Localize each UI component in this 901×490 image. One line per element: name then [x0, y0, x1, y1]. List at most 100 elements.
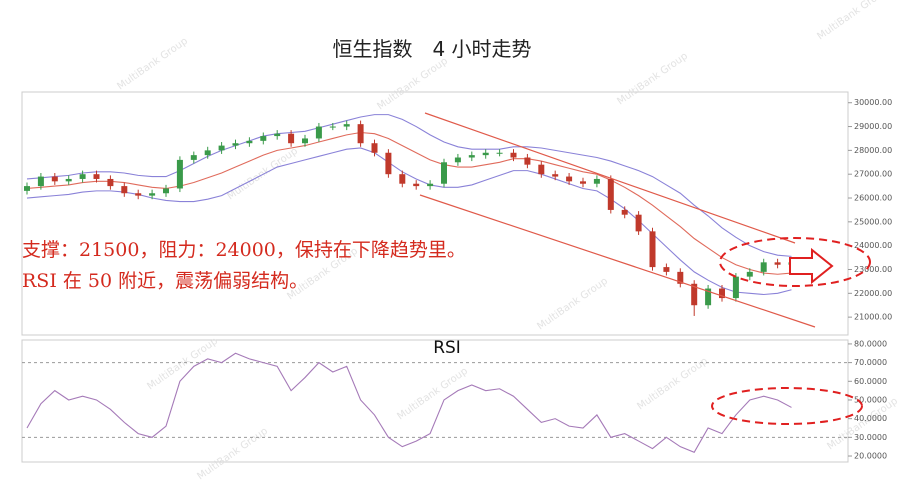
rsi-line	[26, 352, 792, 453]
candle-body	[482, 152, 489, 156]
candle-body	[329, 126, 336, 128]
candle-body	[441, 162, 447, 184]
chart-title: 恒生指数 4 小时走势	[332, 37, 531, 61]
candle-body	[538, 164, 545, 175]
candle-body	[343, 124, 350, 127]
candle-body	[135, 193, 142, 196]
watermark: MultiBank Group	[395, 366, 469, 423]
candle-body	[204, 150, 211, 156]
candle-body	[24, 186, 30, 191]
y-tick-label: 21000.00	[854, 313, 892, 322]
candle-body	[79, 174, 86, 179]
watermark: MultiBank Group	[145, 336, 219, 393]
candle-body	[552, 174, 559, 177]
candle-body	[774, 262, 781, 265]
band-line	[26, 131, 792, 275]
candle-body	[524, 157, 531, 165]
arrow	[789, 247, 834, 285]
candle-body	[468, 155, 475, 158]
rsi-title: RSI	[433, 338, 461, 358]
trend-line	[424, 112, 796, 244]
y-tick-label: 23000.00	[854, 265, 892, 274]
y-tick-label: 60.0000	[854, 377, 887, 386]
candle-body	[176, 159, 183, 189]
highlight-ellipse	[711, 387, 863, 425]
candle-body	[719, 288, 725, 299]
band-line	[26, 114, 792, 257]
y-tick-label: 30.0000	[854, 433, 887, 442]
highlight-ellipse	[719, 237, 871, 287]
candle-body	[496, 152, 503, 154]
candle-body	[454, 157, 461, 163]
y-tick-label: 80.0000	[854, 339, 887, 348]
candle-body	[37, 176, 44, 187]
watermark: MultiBank Group	[375, 56, 449, 113]
candle-body	[593, 178, 600, 184]
candle-body	[107, 178, 114, 187]
candle-body	[677, 271, 684, 284]
y-tick-label: 25000.00	[854, 217, 892, 226]
candle-body	[746, 271, 753, 277]
candle-body	[246, 140, 253, 144]
candle-body	[51, 176, 58, 182]
y-tick-label: 30000.00	[854, 98, 892, 107]
y-tick-label: 28000.00	[854, 146, 892, 155]
candle-body	[93, 174, 100, 179]
candle-body	[315, 126, 322, 139]
candle-body	[635, 214, 642, 232]
candle-body	[580, 181, 586, 184]
candle-body	[399, 174, 406, 184]
candle-body	[274, 133, 281, 137]
rsi-panel	[21, 339, 849, 463]
y-tick-label: 27000.00	[854, 170, 892, 179]
candle-body	[427, 183, 434, 187]
candle-body	[232, 143, 239, 146]
candle-body	[663, 267, 670, 272]
candle-body	[302, 138, 308, 144]
y-tick-label: 24000.00	[854, 241, 892, 250]
watermark: MultiBank Group	[535, 276, 609, 333]
candle-body	[163, 188, 169, 194]
candle-body	[760, 262, 767, 272]
y-tick-label: 20.0000	[854, 452, 887, 461]
band-line	[26, 147, 792, 296]
watermark: MultiBank Group	[815, 0, 889, 42]
y-tick-label: 40.0000	[854, 414, 887, 423]
price-plot: 21000.00 22000.00 23000.00 24000.00 25000.00…	[24, 98, 892, 322]
rsi-plot: 20.0000 30.0000 40.0000 50.0000 60.0000 70.00…	[22, 339, 887, 461]
y-tick-label: 26000.00	[854, 194, 892, 203]
watermark: MultiBank Group	[615, 51, 689, 108]
candle-body	[288, 133, 295, 144]
candle-body	[732, 276, 739, 299]
candle-body	[65, 178, 72, 182]
candle-body	[149, 193, 156, 196]
candle-body	[566, 176, 573, 182]
candle-body	[357, 124, 364, 144]
candle-body	[510, 152, 517, 158]
y-tick-label: 29000.00	[854, 122, 892, 131]
annotation: RSI 在 50 附近，震荡偏弱结构。	[22, 270, 308, 292]
trend-line	[419, 194, 816, 328]
watermark: MultiBank Group	[195, 426, 269, 483]
price-panel	[21, 91, 849, 336]
candle-body	[260, 136, 267, 141]
y-tick-label: 70.0000	[854, 358, 887, 367]
candle-body	[190, 155, 197, 160]
y-tick-label: 50.0000	[854, 395, 887, 404]
candle-body	[649, 231, 656, 268]
annotation: 支撑：21500，阻力：24000，保持在下降趋势里。	[22, 239, 466, 261]
candle-body	[691, 283, 698, 306]
candle-body	[621, 209, 628, 215]
watermark: MultiBank Group	[635, 356, 709, 413]
candle-body	[218, 145, 225, 151]
y-tick-label: 22000.00	[854, 289, 892, 298]
candle-body	[385, 152, 392, 175]
candle-body	[121, 186, 128, 194]
candle-body	[371, 143, 378, 153]
candle-body	[607, 178, 614, 210]
candle-body	[413, 183, 420, 187]
watermark: MultiBank Group	[115, 36, 189, 93]
candle-body	[705, 288, 712, 306]
